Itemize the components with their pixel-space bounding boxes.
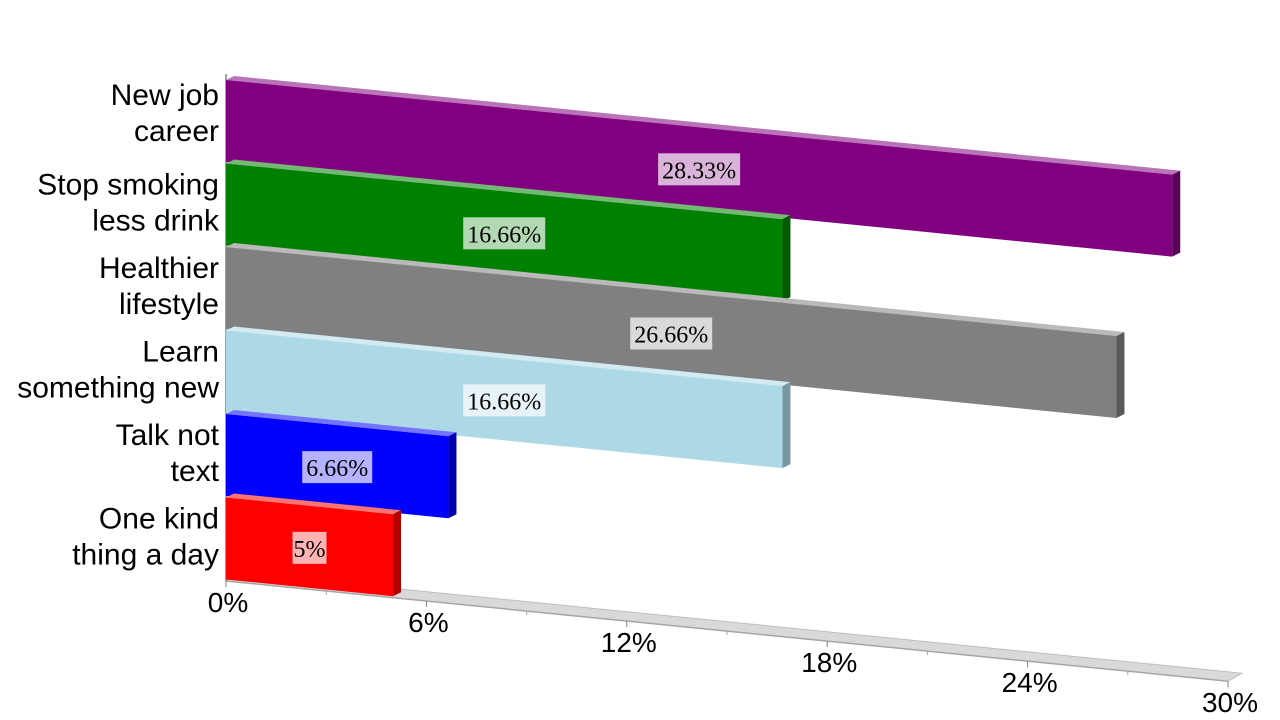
bar-top-face (226, 159, 791, 220)
bar-end-face (782, 382, 791, 469)
bar-top-face (226, 493, 401, 515)
data-label: 26.66% (630, 317, 713, 350)
bar-end-face (393, 510, 401, 597)
x-axis-ticks: 0% 6% 12% 18% 24% 30% (208, 581, 1258, 718)
category-label: New job career (111, 79, 219, 148)
data-label: 16.66% (463, 217, 546, 250)
data-label: 16.66% (463, 384, 546, 417)
data-label-box (463, 217, 546, 250)
data-label: 28.33% (658, 153, 741, 186)
bar-top-face (226, 76, 1181, 175)
data-label-box (302, 451, 373, 484)
data-labels: 28.33% 16.66% 26.66% 16.66% 6.66% 5% (292, 153, 741, 564)
data-label-text: 5% (294, 537, 326, 563)
data-label-box (658, 153, 741, 186)
data-label-box (292, 531, 327, 564)
tick-label: 6% (408, 607, 448, 638)
data-label: 6.66% (302, 451, 373, 484)
category-label: Healthier lifestyle (99, 252, 219, 321)
category-label: Learn something new (17, 336, 219, 405)
bar-end-face (1172, 170, 1181, 257)
tick-label: 18% (801, 647, 857, 678)
data-label: 5% (292, 531, 327, 564)
tick-label: 12% (601, 627, 657, 658)
data-label-text: 16.66% (467, 222, 541, 248)
tick-label: 0% (208, 587, 248, 618)
bar-top-face (226, 410, 457, 437)
data-label-text: 16.66% (467, 389, 541, 415)
category-labels: New job career Stop smoking less drink Healt… (17, 79, 220, 572)
bar-top-face (226, 326, 791, 387)
data-label-text: 26.66% (634, 323, 708, 349)
data-label-text: 28.33% (662, 158, 736, 184)
tick-label: 24% (1002, 667, 1058, 698)
category-label: One kind thing a day (72, 503, 219, 572)
category-label: Stop smoking less drink (37, 169, 220, 238)
tick-label: 30% (1202, 687, 1258, 718)
bar-end-face (1116, 332, 1125, 419)
data-label-text: 6.66% (306, 456, 368, 482)
bar-end-face (782, 215, 791, 302)
category-label: Talk not text (116, 419, 220, 488)
data-label-box (630, 317, 713, 350)
bar-top-face (226, 243, 1125, 337)
bar-end-face (448, 432, 457, 519)
data-label-box (463, 384, 546, 417)
